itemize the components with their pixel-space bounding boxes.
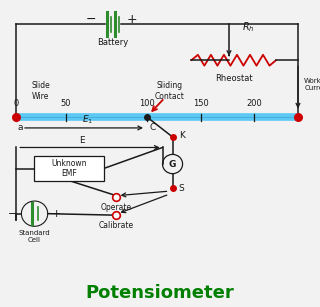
Text: G: G (169, 160, 176, 169)
Text: Operate: Operate (100, 203, 132, 212)
Text: Working
Current: Working Current (304, 78, 320, 91)
Text: Sliding
Contact: Sliding Contact (155, 81, 184, 101)
Text: Rheostat: Rheostat (215, 74, 252, 83)
Text: 0: 0 (13, 99, 18, 108)
Text: C: C (149, 123, 155, 132)
Text: S: S (179, 184, 185, 192)
Text: a: a (17, 123, 23, 132)
Text: 200: 200 (246, 99, 262, 108)
Text: 100: 100 (140, 99, 155, 108)
Text: K: K (179, 131, 185, 140)
Text: Standard
Cell: Standard Cell (19, 230, 50, 243)
FancyBboxPatch shape (34, 156, 105, 181)
Text: Unknown
EMF: Unknown EMF (51, 159, 87, 178)
Text: Potensiometer: Potensiometer (86, 284, 234, 302)
Text: $R_h$: $R_h$ (242, 20, 254, 34)
Text: +: + (126, 13, 137, 26)
Text: $E_1$: $E_1$ (82, 113, 93, 126)
Text: Slide
Wire: Slide Wire (31, 81, 50, 101)
Text: +: + (52, 209, 61, 219)
Text: 50: 50 (61, 99, 71, 108)
Text: E: E (79, 136, 84, 145)
Text: Battery: Battery (97, 38, 129, 47)
Text: 150: 150 (193, 99, 209, 108)
Text: −: − (8, 209, 17, 219)
Text: Calibrate: Calibrate (99, 221, 134, 230)
Text: −: − (86, 13, 96, 26)
